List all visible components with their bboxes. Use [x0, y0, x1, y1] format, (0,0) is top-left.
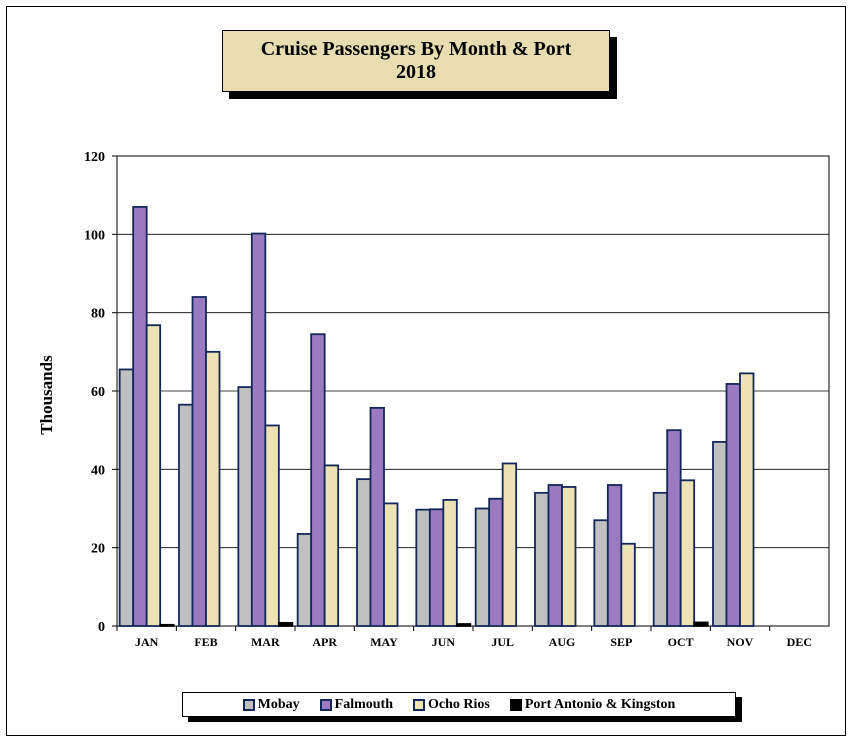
x-tick-label: JAN: [135, 635, 159, 649]
legend-item: Falmouth: [319, 696, 393, 713]
legend-item: Port Antonio & Kingston: [509, 696, 676, 713]
bar-falmouth: [132, 206, 148, 627]
bar-ocho-rios: [383, 502, 399, 627]
bar-falmouth: [547, 484, 563, 627]
y-axis-label: Thousands: [37, 355, 56, 435]
bar-mobay: [593, 519, 609, 627]
x-tick-label: OCT: [668, 635, 694, 649]
y-tick-label: 0: [98, 620, 105, 635]
y-tick-label: 100: [84, 228, 105, 243]
bar-mobay: [474, 507, 491, 627]
bar-falmouth: [428, 508, 445, 627]
bar-ocho-rios: [620, 542, 636, 627]
bar-falmouth: [310, 333, 326, 627]
bar-ocho-rios: [442, 498, 458, 627]
bar-mobay: [652, 491, 669, 627]
legend-label: Mobay: [257, 696, 300, 712]
bar-falmouth: [666, 429, 682, 627]
legend-swatch: [509, 698, 522, 711]
bar-mobay: [356, 478, 372, 627]
bar-falmouth: [606, 484, 623, 627]
x-tick-label: MAY: [370, 635, 398, 649]
bar-ocho-rios: [679, 479, 696, 627]
y-tick-label: 60: [91, 385, 105, 400]
bar-ocho-rios: [323, 464, 340, 627]
bar-falmouth: [369, 406, 385, 627]
y-tick-label: 80: [91, 307, 105, 322]
x-tick-label: JUN: [432, 635, 456, 649]
chart-subtitle: 2018: [396, 61, 436, 83]
chart-title: Cruise Passengers By Month & Port: [260, 38, 572, 60]
bar-falmouth: [725, 383, 741, 627]
legend-swatch: [412, 698, 425, 711]
y-tick-label: 40: [91, 463, 105, 478]
legend-item: Mobay: [242, 696, 300, 713]
legend-swatch: [319, 698, 332, 711]
bar-ocho-rios: [264, 424, 280, 627]
bar-ocho-rios: [145, 324, 162, 627]
x-tick-label: NOV: [727, 635, 754, 649]
legend-label: Ocho Rios: [427, 696, 490, 712]
bar-mobay: [118, 368, 135, 627]
x-tick-label: JUL: [491, 635, 514, 649]
chart-title-box: Cruise Passengers By Month & Port 2018: [222, 30, 610, 92]
bar-ocho-rios: [561, 486, 577, 627]
bar-falmouth: [488, 497, 504, 627]
legend-item: Ocho Rios: [412, 696, 490, 713]
bar-mobay: [296, 533, 313, 627]
legend-swatch: [242, 698, 255, 711]
bar-ocho-rios: [205, 350, 221, 627]
bar-falmouth: [191, 296, 207, 627]
bar-mobay: [415, 508, 431, 627]
y-tick-label: 20: [91, 542, 105, 557]
bar-falmouth: [250, 232, 267, 627]
bar-port-antonio-kingston: [455, 623, 472, 627]
y-tick-label: 120: [84, 150, 105, 165]
x-tick-label: FEB: [194, 635, 217, 649]
x-tick-label: DEC: [787, 635, 812, 649]
x-tick-label: AUG: [549, 635, 576, 649]
bar-port-antonio-kingston: [693, 621, 709, 627]
bar-ocho-rios: [501, 462, 518, 627]
bar-mobay: [178, 403, 194, 627]
legend-label: Port Antonio & Kingston: [524, 696, 676, 712]
bar-mobay: [712, 441, 728, 627]
x-tick-label: APR: [312, 635, 337, 649]
bar-port-antonio-kingston: [159, 623, 175, 627]
bar-mobay: [237, 386, 253, 627]
bar-port-antonio-kingston: [277, 621, 294, 627]
bar-ocho-rios: [739, 372, 755, 627]
legend-label: Falmouth: [334, 696, 393, 712]
x-tick-label: MAR: [251, 635, 280, 649]
x-tick-label: SEP: [610, 635, 632, 649]
bar-mobay: [534, 491, 550, 627]
legend: Mobay Falmouth Ocho Rios Port Antonio & Kin…: [182, 692, 736, 717]
